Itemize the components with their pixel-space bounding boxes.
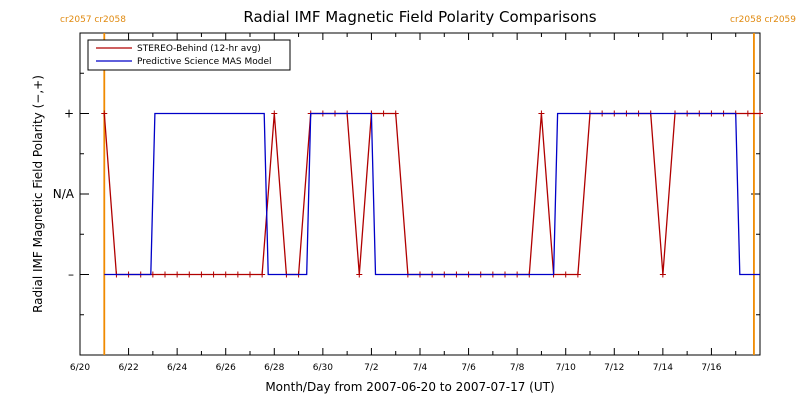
y-axis-label: Radial IMF Magnetic Field Polarity (−,+): [31, 75, 45, 313]
data-point-marker: [247, 271, 253, 278]
x-tick-label: 6/22: [118, 363, 138, 373]
data-point-marker: [356, 271, 363, 278]
plot-frame: [79, 32, 761, 356]
x-tick-label: 7/16: [701, 363, 721, 373]
series-line-0: [103, 112, 760, 276]
data-point-marker: [659, 271, 666, 278]
legend-box: [87, 39, 291, 71]
data-point-marker: [234, 271, 241, 278]
data-point-marker: [259, 271, 266, 278]
data-point-marker: [757, 110, 763, 117]
x-tick-label: 6/28: [264, 363, 284, 373]
data-point-marker: [162, 271, 168, 278]
carrington-label: cr2057 cr2058: [60, 15, 126, 25]
x-tick-label: 7/4: [413, 363, 428, 373]
data-point-marker: [101, 110, 108, 117]
y-tick-label: N/A: [53, 187, 75, 201]
data-point-marker: [562, 271, 569, 278]
data-point-marker: [174, 271, 181, 278]
legend-label-stereo: STEREO-Behind (12-hr avg): [137, 44, 261, 54]
carrington-label: cr2058 cr2059: [730, 15, 796, 25]
x-tick-label: 7/10: [556, 363, 576, 373]
data-point-marker: [271, 110, 278, 117]
carrington-rotation-markers: cr2057 cr2058 cr2058 cr2059: [60, 15, 796, 355]
series-line-1: [104, 112, 760, 276]
series-layer: [101, 110, 763, 278]
x-tick-label: 7/14: [653, 363, 673, 373]
x-tick-label: 7/8: [510, 363, 525, 373]
legend-label-mas: Predictive Science MAS Model: [137, 57, 272, 67]
x-tick-label: 6/20: [70, 363, 90, 373]
x-tick-label: 6/26: [216, 363, 236, 373]
data-point-marker: [392, 110, 399, 117]
x-tick-label: 7/12: [604, 363, 624, 373]
x-axis-ticks: 6/20 6/22 6/24 6/26 6/28 6/30 7/2 7/4 7/6 7/8 7/10…: [70, 33, 761, 373]
data-point-marker: [210, 271, 217, 278]
data-point-marker: [744, 110, 751, 117]
x-axis-label: Month/Day from 2007-06-20 to 2007-07-17 …: [265, 380, 554, 394]
y-axis-ticks: + N/A –: [53, 32, 760, 356]
data-point-marker: [186, 271, 193, 278]
legend: STEREO-Behind (12-hr avg) Predictive Sci…: [87, 39, 291, 71]
chart-title: Radial IMF Magnetic Field Polarity Compa…: [243, 8, 596, 26]
data-point-marker: [222, 271, 229, 278]
data-point-marker: [538, 110, 545, 117]
y-tick-label: +: [64, 107, 74, 121]
x-tick-label: 7/6: [461, 363, 476, 373]
x-tick-label: 6/30: [313, 363, 333, 373]
data-point-marker: [574, 271, 581, 278]
y-tick-label: –: [68, 268, 74, 282]
x-tick-label: 7/2: [364, 363, 378, 373]
data-point-marker: [198, 271, 205, 278]
data-point-marker: [380, 110, 387, 117]
x-tick-label: 6/24: [167, 363, 187, 373]
